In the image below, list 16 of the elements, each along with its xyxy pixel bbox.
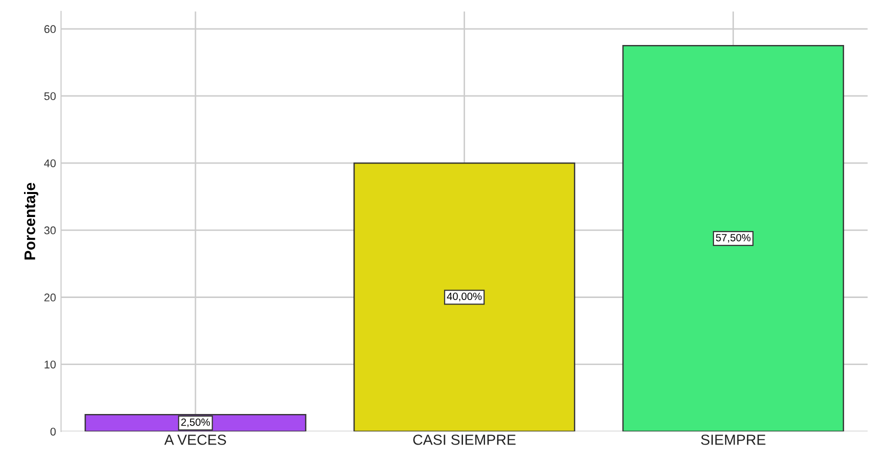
y-tick-label: 50 xyxy=(44,92,56,100)
y-tick-label: 10 xyxy=(44,360,56,368)
y-tick-label: 20 xyxy=(44,294,56,302)
y-axis-title: Porcentaje xyxy=(24,182,38,260)
x-tick-label: CASI SIEMPRE xyxy=(413,434,516,445)
y-tick-label: 0 xyxy=(50,428,56,436)
data-label: 57,50% xyxy=(716,234,750,243)
x-tick-label: A VECES xyxy=(164,434,226,445)
data-label: 2,50% xyxy=(181,418,210,428)
y-tick-label: 40 xyxy=(44,159,56,168)
bar xyxy=(353,162,576,432)
data-label: 40,00% xyxy=(446,292,482,302)
bar xyxy=(622,45,844,432)
y-tick-label: 60 xyxy=(44,25,56,34)
x-tick-label: SIEMPRE xyxy=(701,434,766,445)
y-tick-label: 30 xyxy=(44,226,56,234)
